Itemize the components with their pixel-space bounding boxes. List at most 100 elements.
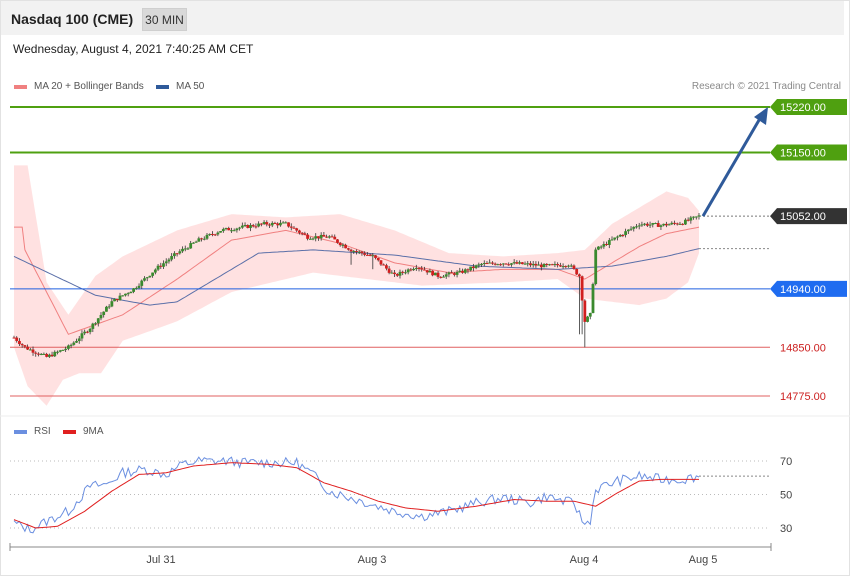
candle-body [463,269,467,273]
candle-body [134,287,138,289]
candle-body [531,263,535,266]
candle-body [534,263,538,266]
candle-body [694,216,698,218]
candle-body [235,228,239,231]
interval-selector[interactable]: 30 MIN [142,8,187,31]
candle [167,257,171,264]
candle [346,247,350,251]
candle-body [287,222,290,227]
candle-body [153,269,157,273]
candle-body [181,248,184,252]
candle [300,232,304,236]
candle [143,276,146,282]
candle [289,223,293,231]
candle-body [471,266,475,269]
candle [558,262,562,267]
support-2-label: 14775.00 [780,391,826,403]
candle [675,222,679,226]
candle [83,329,87,336]
candle [433,272,437,276]
candle [390,270,394,274]
candle-body [357,251,361,253]
candle-body [382,264,386,266]
candle [102,311,106,318]
candle [58,349,62,353]
candle-body [689,217,693,221]
candle-body [607,240,611,245]
candle-body [591,284,595,313]
candle [322,231,326,237]
candle [542,263,546,268]
candle-body [504,263,508,265]
candle-body [387,268,391,273]
candle [510,263,513,267]
legend-rsi: RSI [14,426,51,437]
candle [504,263,508,265]
candle-body [455,272,459,275]
candle-body [219,231,222,233]
candle [537,261,541,266]
candle-body [88,328,92,333]
candle [480,262,483,268]
candle [151,272,155,278]
rsi-panel: 70 50 30 [10,456,792,535]
candle-body [491,262,494,264]
arrow-shaft [701,114,764,217]
candle [355,249,358,255]
candle [159,262,163,269]
candle-body [466,269,470,271]
candle-body [577,274,581,277]
candle-body [586,316,589,322]
legend-ma50: MA 50 [156,81,204,92]
candle-body [670,222,674,225]
candle-body [515,262,519,264]
candle-body [452,273,456,275]
candle-body [197,238,201,242]
candle [344,243,348,249]
candle [662,223,666,227]
candle [423,266,426,271]
candle-body [273,222,277,224]
candle-body [314,236,318,239]
candle [564,265,568,269]
candle [257,221,261,228]
candle-body [656,223,660,227]
candle-body [186,248,190,250]
candle [648,221,652,229]
candle-body [605,243,608,245]
candle-body [632,226,636,229]
candle [200,237,203,242]
candle-body [643,223,647,225]
candle [458,267,462,273]
candle [640,221,644,227]
candle [118,292,122,301]
candle [686,217,690,222]
candle [72,341,76,346]
candle-body [85,331,89,333]
candle-body [374,255,377,258]
candle-body [319,234,323,239]
candle-body [213,234,217,236]
candle [382,263,386,266]
candle-body [298,230,301,233]
candle [183,245,187,252]
candle [452,272,456,277]
candle [461,268,464,274]
level-labels: 15220.00 15150.00 15052.00 14940.00 14850.00… [770,99,847,403]
candle [107,304,111,310]
candle [42,352,46,355]
candle-body [259,223,263,225]
candle [37,352,40,357]
candle [240,222,244,229]
candle-body [686,219,690,221]
current-price-tag [770,208,847,225]
candle [211,231,214,237]
candle-body [317,236,320,239]
candle [616,235,619,241]
candle-body [496,264,500,266]
candle [208,233,212,237]
x-tick-label: Aug 4 [570,554,599,566]
candle-body [107,306,111,308]
candle [172,251,176,259]
candle [697,213,701,220]
